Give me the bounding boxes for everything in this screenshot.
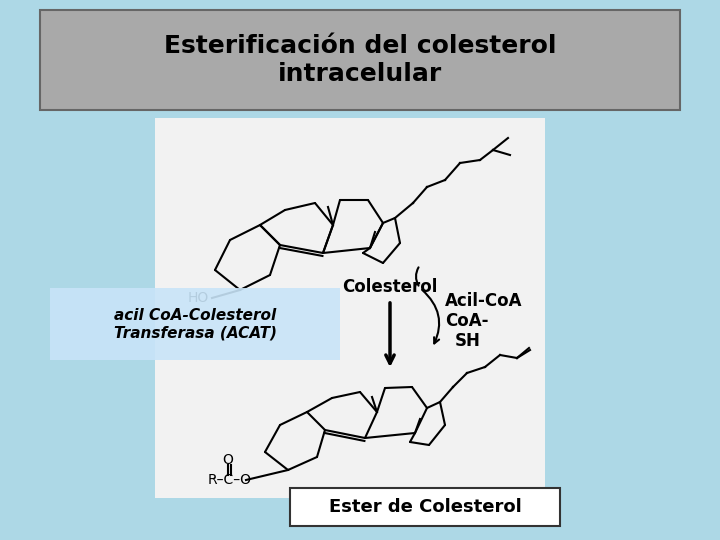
FancyBboxPatch shape <box>50 288 340 360</box>
Text: Ester de Colesterol: Ester de Colesterol <box>328 498 521 516</box>
FancyBboxPatch shape <box>155 118 545 498</box>
Text: CoA-: CoA- <box>445 312 488 330</box>
Text: Colesterol: Colesterol <box>342 278 438 296</box>
Text: Acil-CoA: Acil-CoA <box>445 292 523 310</box>
FancyBboxPatch shape <box>290 488 560 526</box>
Text: HO: HO <box>188 291 209 305</box>
Text: R–C–O: R–C–O <box>208 473 252 487</box>
FancyBboxPatch shape <box>40 10 680 110</box>
Text: acil CoA-Colesterol
Transferasa (ACAT): acil CoA-Colesterol Transferasa (ACAT) <box>114 308 276 340</box>
Text: Esterificación del colesterol
intracelular: Esterificación del colesterol intracelul… <box>163 34 557 86</box>
Text: O: O <box>222 453 233 467</box>
Text: SH: SH <box>455 332 481 350</box>
